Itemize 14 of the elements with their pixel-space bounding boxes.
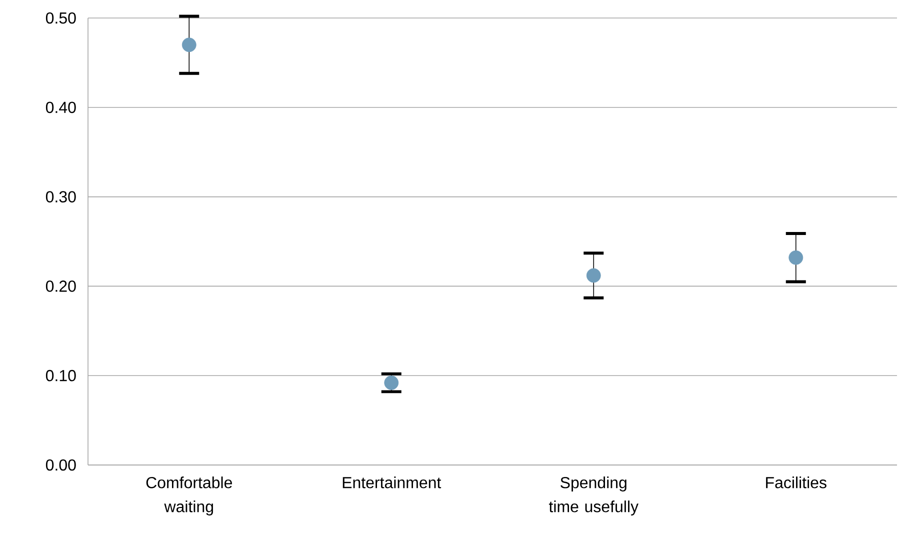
- y-tick-label: 0.10: [46, 370, 76, 382]
- y-tick-label: 0.00: [46, 459, 76, 471]
- point: [384, 376, 399, 390]
- x-tick-label: Facilities: [766, 476, 826, 488]
- x-tick-label: Comfortable waiting: [146, 476, 232, 516]
- x-tick-label: Spending time usefully: [548, 476, 638, 516]
- point: [182, 38, 196, 52]
- y-tick-label: 0.20: [46, 280, 76, 292]
- x-tick-label: Entertainment: [342, 476, 442, 488]
- point: [788, 250, 804, 265]
- y-tick-label: 0.40: [46, 102, 76, 114]
- y-tick-label: 0.50: [46, 12, 76, 24]
- y-tick-label: 0.30: [46, 191, 76, 202]
- point: [586, 268, 601, 283]
